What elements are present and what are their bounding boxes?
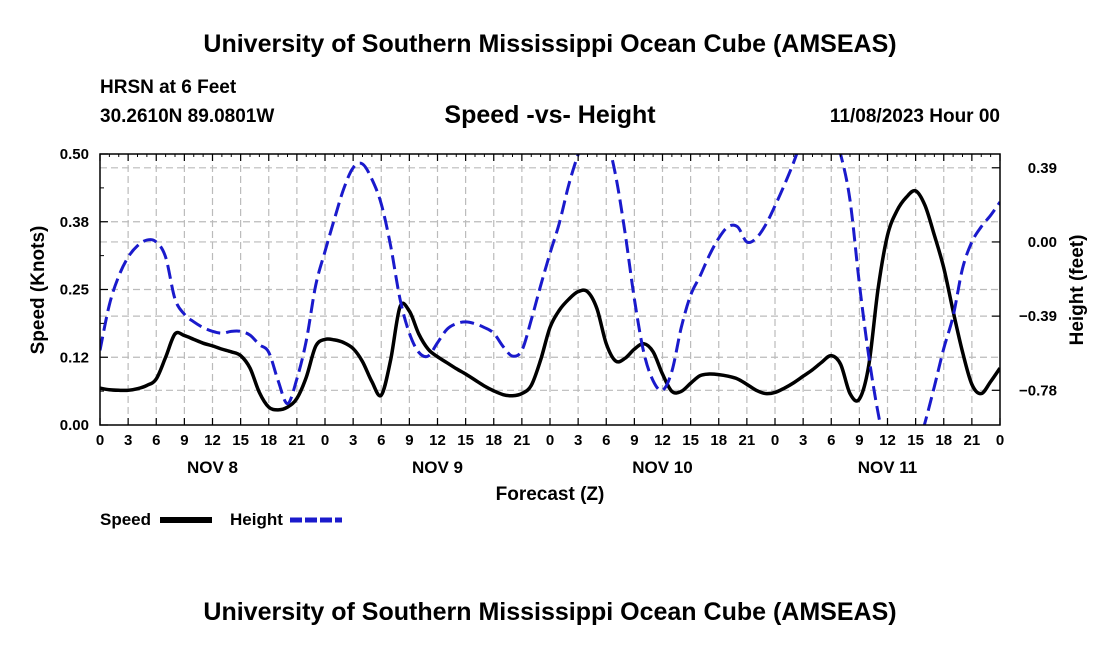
x-tick-label: 18: [485, 432, 502, 449]
y2-tick-label: −0.39: [1019, 308, 1057, 325]
x-tick-label: 6: [827, 432, 835, 449]
x-tick-label: 21: [289, 432, 306, 449]
x-tick-label: 15: [457, 432, 474, 449]
day-label: NOV 8: [187, 458, 238, 477]
speed-series-line: [100, 188, 1000, 412]
x-tick-label: 3: [574, 432, 582, 449]
main-title: University of Southern Mississippi Ocean…: [203, 30, 897, 58]
x-tick-label: 12: [654, 432, 671, 449]
x-tick-label: 9: [180, 432, 188, 449]
x-tick-label: 6: [152, 432, 160, 449]
x-tick-label: 3: [349, 432, 357, 449]
y-tick-label: 0.00: [60, 417, 89, 434]
legend-speed-label: Speed: [100, 510, 151, 529]
x-tick-label: 15: [232, 432, 249, 449]
x-tick-label: 21: [514, 432, 531, 449]
x-tick-label: 12: [204, 432, 221, 449]
y-tick-label: 0.25: [60, 282, 89, 299]
height-series-line: [100, 154, 1000, 425]
forecast-date: 11/08/2023 Hour 00: [829, 106, 1000, 127]
x-tick-label: 15: [682, 432, 699, 449]
series-layer: [100, 154, 1000, 425]
legend: Speed Height: [100, 510, 342, 529]
legend-height-label: Height: [230, 510, 283, 529]
x-tick-label: 0: [96, 432, 104, 449]
y-axis-label: Speed (Knots): [28, 226, 49, 355]
y-tick-label: 0.50: [60, 146, 89, 163]
y2-tick-label: 0.00: [1028, 234, 1057, 251]
chart-title: Speed -vs- Height: [444, 101, 656, 129]
x-tick-label: 12: [879, 432, 896, 449]
x-tick-label: 15: [907, 432, 924, 449]
bottom-title: University of Southern Mississippi Ocean…: [203, 598, 897, 626]
x-tick-label: 0: [996, 432, 1004, 449]
day-label: NOV 10: [632, 458, 692, 477]
y-tick-label: 0.12: [60, 349, 89, 366]
x-axis-label: Forecast (Z): [496, 484, 605, 505]
x-tick-label: 12: [429, 432, 446, 449]
station-coordinates: 30.2610N 89.0801W: [100, 106, 275, 127]
x-tick-label: 18: [710, 432, 727, 449]
x-tick-label: 6: [602, 432, 610, 449]
y-tick-label: 0.38: [60, 214, 89, 231]
x-tick-label: 9: [405, 432, 413, 449]
x-tick-label: 21: [739, 432, 756, 449]
x-tick-label: 3: [124, 432, 132, 449]
x-tick-label: 18: [935, 432, 952, 449]
station-name: HRSN at 6 Feet: [100, 77, 237, 98]
y2-axis-label: Height (feet): [1067, 235, 1088, 346]
x-tick-label: 0: [321, 432, 329, 449]
x-tick-label: 0: [546, 432, 554, 449]
x-tick-label: 9: [630, 432, 638, 449]
x-tick-label: 0: [771, 432, 779, 449]
x-tick-label: 18: [260, 432, 277, 449]
x-tick-label: 3: [799, 432, 807, 449]
y2-tick-label: 0.39: [1028, 160, 1057, 177]
x-tick-label: 21: [964, 432, 981, 449]
day-label: NOV 9: [412, 458, 463, 477]
y2-tick-label: −0.78: [1019, 382, 1057, 399]
day-label: NOV 11: [858, 458, 918, 477]
x-tick-label: 9: [855, 432, 863, 449]
x-tick-label: 6: [377, 432, 385, 449]
axes: 0 3 6 9 12 15 18 21 0 3 6 9 12 15 18 21 0 3 6 9 12 15 18 21 0 3 6 9…: [60, 146, 1057, 477]
